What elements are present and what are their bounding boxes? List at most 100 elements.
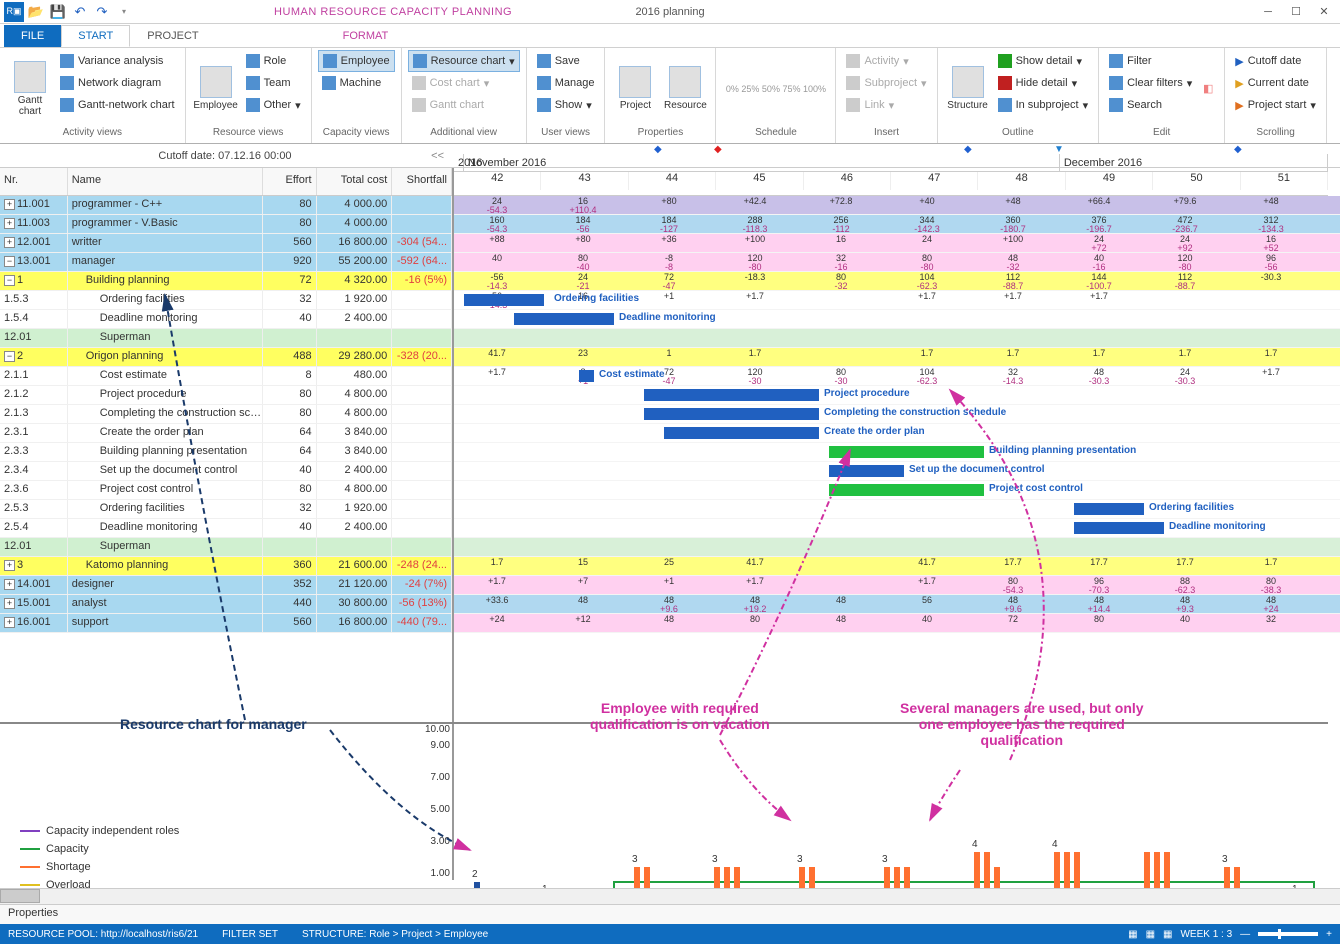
- expand-icon[interactable]: +: [4, 218, 15, 229]
- gantt-network-button[interactable]: Gantt-network chart: [56, 94, 179, 116]
- gantt-bar[interactable]: [829, 465, 904, 477]
- tab-format[interactable]: FORMAT: [326, 25, 406, 47]
- capacity-machine-button[interactable]: Machine: [318, 72, 395, 94]
- zoom-in-icon[interactable]: +: [1326, 929, 1332, 940]
- gantt-bar[interactable]: [644, 408, 819, 420]
- table-row[interactable]: 2.3.4Set up the document control402 400.…: [0, 462, 452, 481]
- undo-icon[interactable]: ↶: [70, 2, 90, 22]
- table-row[interactable]: 12.01Superman: [0, 329, 452, 348]
- search-button[interactable]: Search: [1105, 94, 1196, 116]
- properties-panel[interactable]: Properties: [0, 904, 1340, 924]
- table-row[interactable]: +15.001analyst44030 800.00-56 (13%): [0, 595, 452, 614]
- save-view-button[interactable]: Save: [533, 50, 599, 72]
- show-views-button[interactable]: Show ▾: [533, 94, 599, 116]
- col-name[interactable]: Name: [68, 168, 263, 195]
- gantt-bar[interactable]: [644, 389, 819, 401]
- expand-icon[interactable]: −: [4, 275, 15, 286]
- project-start-button[interactable]: ▶Project start ▾: [1231, 94, 1320, 116]
- hide-detail-button[interactable]: Hide detail ▾: [994, 72, 1093, 94]
- gantt-bar[interactable]: [464, 294, 544, 306]
- zoom-out-icon[interactable]: —: [1240, 929, 1250, 940]
- table-row[interactable]: +11.001programmer - C++804 000.00: [0, 196, 452, 215]
- network-diagram-button[interactable]: Network diagram: [56, 72, 179, 94]
- expand-icon[interactable]: +: [4, 560, 15, 571]
- manage-views-button[interactable]: Manage: [533, 72, 599, 94]
- table-row[interactable]: 2.3.6Project cost control804 800.00: [0, 481, 452, 500]
- table-row[interactable]: +14.001designer35221 120.00-24 (7%): [0, 576, 452, 595]
- clear-filters-button[interactable]: Clear filters ▾: [1105, 72, 1196, 94]
- expand-icon[interactable]: +: [4, 598, 15, 609]
- insert-subproject-button[interactable]: Subproject ▾: [842, 72, 930, 94]
- table-row[interactable]: 1.5.4Deadline monitoring402 400.00: [0, 310, 452, 329]
- expand-icon[interactable]: +: [4, 579, 15, 590]
- expand-icon[interactable]: −: [4, 256, 15, 267]
- collapse-left-icon[interactable]: <<: [431, 150, 444, 162]
- expand-icon[interactable]: +: [4, 237, 15, 248]
- project-props-button[interactable]: Project: [611, 50, 659, 127]
- resource-chart-button[interactable]: Resource chart ▾: [408, 50, 520, 72]
- tab-project[interactable]: PROJECT: [130, 25, 215, 47]
- other-button[interactable]: Other ▾: [242, 94, 305, 116]
- table-row[interactable]: 1.5.3Ordering facilities321 920.00: [0, 291, 452, 310]
- status-icon[interactable]: ▦: [1163, 929, 1172, 940]
- gantt-addview-button[interactable]: Gantt chart: [408, 94, 520, 116]
- col-nr[interactable]: Nr.: [0, 168, 68, 195]
- gantt-bar[interactable]: [664, 427, 819, 439]
- table-row[interactable]: 2.3.1Create the order plan643 840.00: [0, 424, 452, 443]
- table-row[interactable]: 2.3.3Building planning presentation643 8…: [0, 443, 452, 462]
- table-row[interactable]: −13.001manager92055 200.00-592 (64...: [0, 253, 452, 272]
- open-icon[interactable]: 📂: [26, 2, 46, 22]
- minimize-icon[interactable]: ─: [1256, 2, 1280, 22]
- gantt-bar[interactable]: [1074, 503, 1144, 515]
- current-date-button[interactable]: ▶Current date: [1231, 72, 1320, 94]
- table-row[interactable]: 2.1.2Project procedure804 800.00: [0, 386, 452, 405]
- redo-icon[interactable]: ↷: [92, 2, 112, 22]
- team-button[interactable]: Team: [242, 72, 305, 94]
- table-row[interactable]: −1Building planning724 320.00-16 (5%): [0, 272, 452, 291]
- expand-icon[interactable]: −: [4, 351, 15, 362]
- in-subproject-button[interactable]: In subproject ▾: [994, 94, 1093, 116]
- gantt-chart-button[interactable]: Gantt chart: [6, 50, 54, 127]
- status-icon[interactable]: ▦: [1146, 929, 1155, 940]
- tab-file[interactable]: FILE: [4, 25, 61, 47]
- close-icon[interactable]: ✕: [1312, 2, 1336, 22]
- table-row[interactable]: 12.01Superman: [0, 538, 452, 557]
- variance-analysis-button[interactable]: Variance analysis: [56, 50, 179, 72]
- table-row[interactable]: 2.5.4Deadline monitoring402 400.00: [0, 519, 452, 538]
- maximize-icon[interactable]: ☐: [1284, 2, 1308, 22]
- cost-chart-button[interactable]: Cost chart ▾: [408, 72, 520, 94]
- col-cost[interactable]: Total cost: [317, 168, 393, 195]
- cutoff-date-button[interactable]: ▶Cutoff date: [1231, 50, 1320, 72]
- table-row[interactable]: +3Katomo planning36021 600.00-248 (24...: [0, 557, 452, 576]
- insert-link-button[interactable]: Link ▾: [842, 94, 930, 116]
- capacity-employee-button[interactable]: Employee: [318, 50, 395, 72]
- gantt-bar[interactable]: [579, 370, 594, 382]
- filter-button[interactable]: Filter: [1105, 50, 1196, 72]
- eraser-icon[interactable]: ◧: [1203, 82, 1213, 95]
- qat-dropdown-icon[interactable]: ▾: [114, 2, 134, 22]
- horizontal-scrollbar[interactable]: [0, 888, 1340, 904]
- table-row[interactable]: −2Origon planning48829 280.00-328 (20...: [0, 348, 452, 367]
- gantt-bar[interactable]: [829, 484, 984, 496]
- insert-activity-button[interactable]: Activity ▾: [842, 50, 930, 72]
- table-row[interactable]: +12.001writter56016 800.00-304 (54...: [0, 234, 452, 253]
- status-icon[interactable]: ▦: [1128, 929, 1137, 940]
- table-row[interactable]: +11.003programmer - V.Basic804 000.00: [0, 215, 452, 234]
- role-button[interactable]: Role: [242, 50, 305, 72]
- expand-icon[interactable]: +: [4, 617, 15, 628]
- tab-start[interactable]: START: [61, 25, 130, 47]
- expand-icon[interactable]: +: [4, 199, 15, 210]
- table-row[interactable]: 2.1.1Cost estimate8480.00: [0, 367, 452, 386]
- table-row[interactable]: 2.1.3Completing the construction sc…804 …: [0, 405, 452, 424]
- employee-view-button[interactable]: Employee: [192, 50, 240, 127]
- col-effort[interactable]: Effort: [263, 168, 317, 195]
- table-row[interactable]: 2.5.3Ordering facilities321 920.00: [0, 500, 452, 519]
- structure-button[interactable]: Structure: [944, 50, 992, 127]
- gantt-bar[interactable]: [514, 313, 614, 325]
- save-icon[interactable]: 💾: [48, 2, 68, 22]
- gantt-bar[interactable]: [1074, 522, 1164, 534]
- resource-props-button[interactable]: Resource: [661, 50, 709, 127]
- table-row[interactable]: +16.001support56016 800.00-440 (79...: [0, 614, 452, 633]
- show-detail-button[interactable]: Show detail ▾: [994, 50, 1093, 72]
- col-shortfall[interactable]: Shortfall: [392, 168, 452, 195]
